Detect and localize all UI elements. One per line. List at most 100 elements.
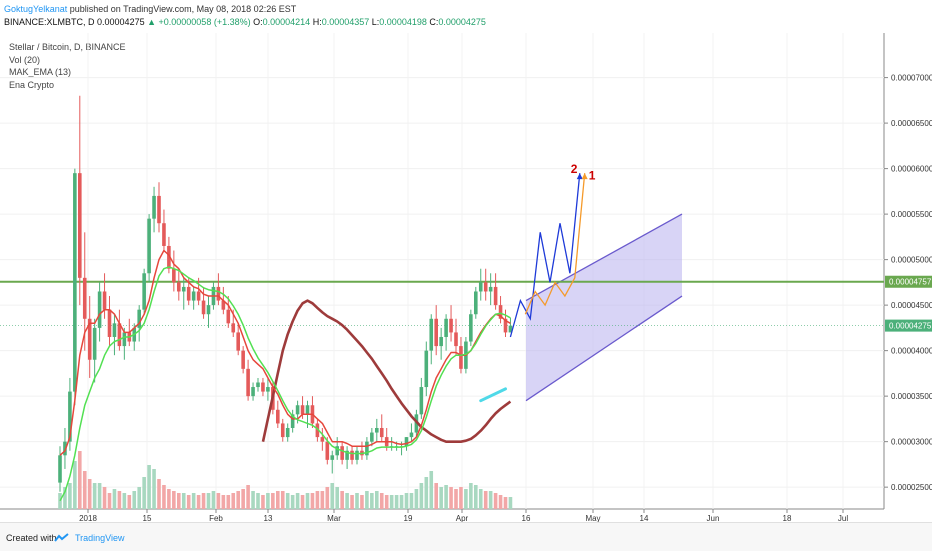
candle-body [429, 318, 434, 351]
volume-bar [295, 493, 300, 509]
y-tick-label: 0.00007000 [891, 74, 932, 83]
candle-body [177, 282, 181, 292]
candle-body [82, 277, 87, 319]
candle-body [196, 291, 201, 301]
author-link[interactable]: GoktugYelkanat [4, 4, 68, 14]
volume-bar [196, 495, 201, 509]
volume-bar [172, 491, 176, 509]
candle-body [454, 332, 458, 347]
legend-ema[interactable]: MAK_EMA (13) [9, 67, 72, 77]
x-tick-label: Apr [456, 514, 469, 522]
x-tick-label: 19 [404, 514, 413, 522]
price-marker-label: 0.00004757 [889, 278, 932, 287]
volume-bar [117, 491, 122, 509]
volume-bar [478, 489, 483, 509]
volume-bar [216, 493, 221, 509]
volume-bar [375, 491, 379, 509]
x-tick-label: Feb [209, 514, 223, 522]
candle-body [92, 327, 97, 360]
candle-body [345, 450, 349, 460]
candle-body [379, 427, 384, 438]
volume-bar [508, 497, 513, 509]
volume-bar [300, 495, 305, 509]
candle-body [162, 223, 166, 246]
volume-bar [63, 487, 67, 509]
volume-bar [320, 491, 325, 509]
volume-bar [231, 493, 236, 509]
candle-body [325, 441, 330, 460]
x-tick-label: 18 [783, 514, 792, 522]
volume-bar [419, 483, 424, 509]
volume-bar [241, 489, 245, 509]
legend-crypto[interactable]: Ena Crypto [9, 79, 55, 90]
volume-bar [399, 495, 404, 509]
open-value: 0.00004214 [262, 17, 311, 27]
volume-bar [276, 491, 280, 509]
volume-bar [454, 489, 458, 509]
candle-body [434, 318, 438, 347]
volume-bar [266, 493, 270, 509]
candle-body [419, 387, 424, 415]
volume-bar [206, 493, 211, 509]
volume-bar [464, 489, 468, 509]
legend-title: Stellar / Bitcoin, D, BINANCE [9, 42, 126, 52]
projection-path-orange-arrowhead [581, 173, 588, 180]
volume-bar [127, 495, 132, 509]
candle-body [488, 286, 493, 292]
candle-body [78, 173, 82, 278]
volume-bar [444, 485, 448, 509]
volume-bar [201, 493, 206, 509]
volume-bar [340, 491, 344, 509]
volume-bar [122, 493, 127, 509]
candle-body [191, 291, 196, 301]
legend-vol[interactable]: Vol (20) [9, 54, 41, 65]
x-tick-label: 2018 [79, 514, 97, 522]
volume-bar [191, 493, 196, 509]
volume-bar [503, 497, 508, 509]
volume-bar [73, 461, 77, 509]
x-tick-label: Mar [327, 514, 341, 522]
candle-body [63, 441, 67, 456]
candle-body [236, 332, 240, 351]
volume-bar [92, 483, 97, 509]
tradingview-brand[interactable]: TradingView [75, 533, 125, 543]
candle-body [469, 314, 473, 342]
candle-body [226, 309, 231, 324]
candle-body [295, 405, 300, 415]
volume-bar [360, 495, 364, 509]
candle-body [424, 350, 429, 388]
candle-body [157, 195, 161, 224]
symbol-name: BINANCE:XLMBTC, D [4, 17, 95, 27]
volume-bar [261, 495, 265, 509]
high-value: 0.00004357 [321, 17, 370, 27]
fast-ema-line [59, 249, 511, 456]
y-tick-label: 0.00006000 [891, 165, 932, 174]
candle-body [350, 450, 354, 460]
candle-body [285, 427, 290, 438]
volume-bar [483, 491, 488, 509]
y-tick-label: 0.00004500 [891, 301, 932, 310]
volume-bar [256, 493, 260, 509]
candle-body [493, 286, 498, 306]
volume-bar [439, 487, 443, 509]
volume-bar [315, 491, 320, 509]
volume-bar [58, 493, 62, 509]
x-tick-label: 16 [522, 514, 531, 522]
volume-bar [177, 493, 181, 509]
y-tick-label: 0.00004000 [891, 347, 932, 356]
candle-body [147, 218, 151, 274]
candle-body [444, 318, 448, 337]
volume-bar [221, 495, 226, 509]
price-chart[interactable]: 0.00007000 0.00006500 0.00006000 0.00005500… [0, 0, 932, 522]
candle-body [439, 336, 443, 347]
candle-body [276, 409, 280, 424]
volume-bar [493, 493, 498, 509]
tradingview-logo-icon[interactable] [54, 533, 70, 543]
candle-body [231, 323, 236, 333]
candle-body [365, 441, 369, 456]
footer-bar: Created with TradingView [0, 522, 932, 551]
y-tick-label: 0.00003500 [891, 392, 932, 401]
candle-body [478, 282, 483, 292]
candle-body [73, 173, 77, 392]
last-price: 0.00004275 [97, 17, 145, 27]
